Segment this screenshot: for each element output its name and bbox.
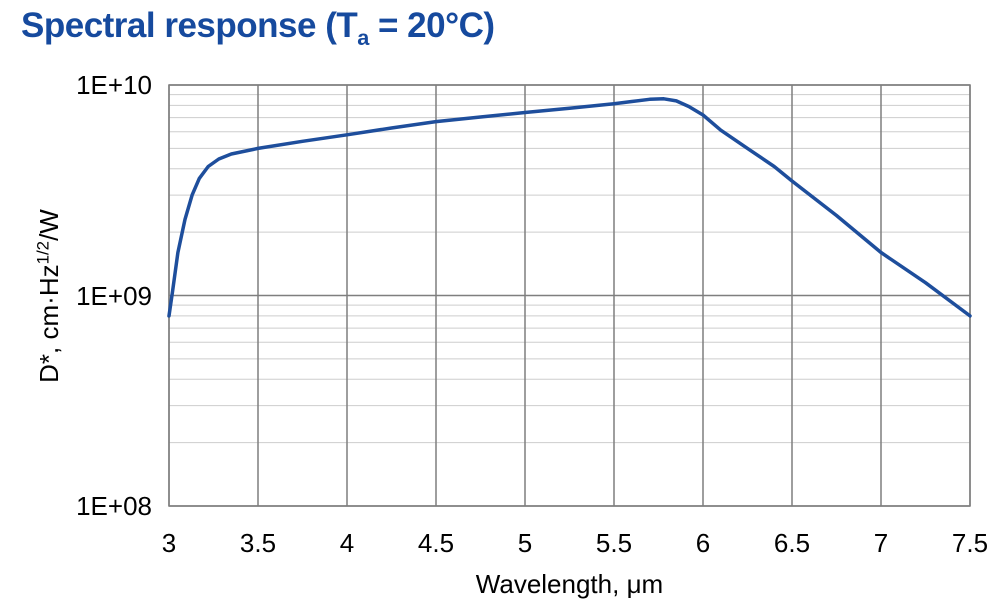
x-axis-title: Wavelength, μm [475, 569, 664, 599]
x-tick-label: 6 [695, 528, 711, 558]
x-tick-label: 4 [339, 528, 355, 558]
y-axis-title-prefix: D*, cm·Hz [34, 264, 64, 383]
plot-border [168, 84, 971, 507]
y-tick-label: 1E+09 [76, 280, 152, 311]
y-axis-title-suffix: /W [34, 209, 64, 241]
chart-title-prefix: Spectral response (T [21, 6, 358, 45]
x-tick-label: 6.5 [773, 528, 811, 558]
x-tick-label: 7 [873, 528, 889, 558]
spectral-response-curve [167, 97, 972, 318]
x-tick-label: 7.5 [951, 528, 989, 558]
x-tick-label: 5.5 [595, 528, 633, 558]
x-tick-label: 3 [161, 528, 177, 558]
y-tick-label: 1E+10 [76, 70, 152, 100]
x-tick-label: 3.5 [239, 528, 277, 558]
x-tick-label: 5 [517, 528, 533, 558]
chart-title-suffix: = 20°C) [368, 6, 495, 45]
y-axis-title-superscript: 1/2 [33, 240, 53, 265]
plot-area [167, 84, 972, 507]
y-axis-title: D*, cm·Hz1/2/W [33, 131, 64, 461]
chart-title-subscript: a [357, 25, 369, 50]
x-tick-label: 4.5 [417, 528, 455, 558]
chart-title: Spectral response (Ta = 20°C) [21, 6, 495, 48]
y-tick-label: 1E+08 [76, 491, 152, 521]
